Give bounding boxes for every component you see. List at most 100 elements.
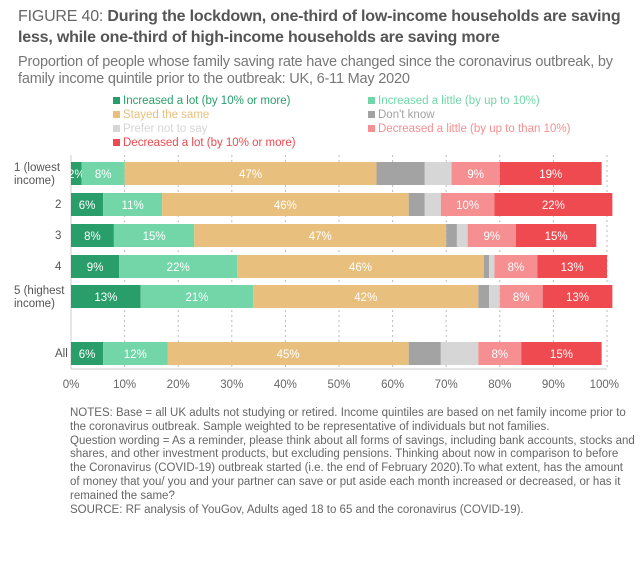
legend-label: Increased a little (by up to 10%) xyxy=(378,95,540,107)
bar-segment xyxy=(71,255,120,278)
legend-item: Stayed the same xyxy=(113,108,209,122)
bar-segment xyxy=(81,162,125,185)
title-prefix: FIGURE 40: xyxy=(18,8,108,25)
legend-item: Decreased a little (by up to than 10%) xyxy=(368,122,570,136)
data-label: 9% xyxy=(483,231,500,243)
bar-segment xyxy=(376,162,425,185)
bar-segment xyxy=(451,162,500,185)
legend-label: Increased a lot (by 10% or more) xyxy=(123,95,291,107)
bar-segment xyxy=(71,342,104,365)
bar-segment xyxy=(440,342,479,365)
data-label: 22% xyxy=(167,262,190,274)
data-label: 12% xyxy=(124,349,147,361)
bar-segment xyxy=(119,255,238,278)
bar-segment xyxy=(237,255,484,278)
x-tick-label: 20% xyxy=(167,379,190,391)
bar-segment xyxy=(113,224,195,247)
legend-item: Prefer not to say xyxy=(113,122,207,136)
data-label: 15% xyxy=(545,231,568,243)
bar-segment xyxy=(124,162,377,185)
bar-segment xyxy=(483,255,490,278)
bar-segment xyxy=(515,224,597,247)
legend-label: Don't know xyxy=(378,109,435,121)
data-label: 15% xyxy=(143,231,166,243)
x-tick-label: 0% xyxy=(63,379,80,391)
legend-swatch xyxy=(113,125,120,132)
category-label: 2 xyxy=(55,199,61,211)
legend-label: Decreased a lot (by 10% or more) xyxy=(123,137,296,149)
bar-segment xyxy=(167,342,409,365)
bar-segment xyxy=(71,193,104,216)
bar-segment xyxy=(424,193,441,216)
bar-segment xyxy=(408,193,425,216)
bar-segment xyxy=(162,193,409,216)
legend-swatch xyxy=(113,139,120,146)
data-label: 8% xyxy=(95,169,112,181)
chart-plot: 0% 10% 20% 30% 40% 50% 60% 70% 80% 90% 100% 1 (lowe… xyxy=(14,155,619,391)
legend-swatch xyxy=(368,125,375,132)
bar-segment xyxy=(542,285,613,308)
x-tick-label: 50% xyxy=(327,379,350,391)
bar-segment xyxy=(521,342,602,365)
legend-label: Decreased a little (by up to than 10%) xyxy=(378,123,571,135)
data-label: 47% xyxy=(309,231,332,243)
bar-segment xyxy=(489,255,495,278)
notes: NOTES: Base = all UK adults not studying… xyxy=(70,407,635,517)
data-label: 2% xyxy=(68,169,85,181)
data-label: 11% xyxy=(122,200,144,212)
bar-segment xyxy=(140,285,254,308)
legend-swatch xyxy=(113,111,120,118)
data-label: 8% xyxy=(508,262,525,274)
bar-segment xyxy=(494,193,613,216)
data-label: 13% xyxy=(561,262,584,274)
bar-segment xyxy=(456,224,468,247)
data-label: 19% xyxy=(539,169,562,181)
x-tick-label: 80% xyxy=(488,379,511,391)
bar-segment xyxy=(253,285,479,308)
data-label: 22% xyxy=(542,200,565,212)
bar-segment xyxy=(478,285,490,308)
bar-segment xyxy=(194,224,447,247)
bar-segment xyxy=(467,224,516,247)
data-label: 8% xyxy=(513,292,530,304)
data-label: 9% xyxy=(87,262,104,274)
data-label: 9% xyxy=(467,169,484,181)
bar-segment xyxy=(489,285,500,308)
data-label: 6% xyxy=(79,349,96,361)
chart-subtitle: Proportion of people whose family saving… xyxy=(18,54,613,87)
notes-source: SOURCE: RF analysis of YouGov, Adults ag… xyxy=(70,503,524,516)
legend-swatch xyxy=(368,97,375,104)
legend-swatch xyxy=(113,97,120,104)
bar-segment xyxy=(71,285,141,308)
legend-swatch xyxy=(368,111,375,118)
legend-label: Prefer not to say xyxy=(123,123,208,135)
data-label: 46% xyxy=(349,262,372,274)
data-label: 15% xyxy=(550,349,573,361)
legend-label: Stayed the same xyxy=(123,109,210,121)
bar-segment xyxy=(440,193,495,216)
data-label: 13% xyxy=(94,292,117,304)
bar-segment xyxy=(424,162,452,185)
bar-segment xyxy=(494,255,538,278)
data-label: 8% xyxy=(84,231,101,243)
x-tick-label: 10% xyxy=(113,379,136,391)
data-label: 45% xyxy=(277,349,300,361)
data-label: 46% xyxy=(274,200,297,212)
bar-segment xyxy=(103,193,163,216)
x-tick-label: 100% xyxy=(590,379,619,391)
legend-item: Decreased a lot (by 10% or more) xyxy=(113,136,296,150)
legend-item: Don't know xyxy=(368,108,435,122)
data-label: 8% xyxy=(491,349,508,361)
data-label: 42% xyxy=(354,292,377,304)
data-label: 47% xyxy=(239,169,262,181)
bar-segment xyxy=(71,162,82,185)
legend-item: Increased a lot (by 10% or more) xyxy=(113,94,290,108)
x-tick-label: 40% xyxy=(274,379,297,391)
bar-segment xyxy=(499,162,602,185)
data-label: 13% xyxy=(566,292,589,304)
notes-base: NOTES: Base = all UK adults not studying… xyxy=(70,407,626,433)
bar-segment xyxy=(478,342,522,365)
bar-segment xyxy=(499,285,543,308)
category-label: 1 (lowest income) xyxy=(14,162,61,187)
